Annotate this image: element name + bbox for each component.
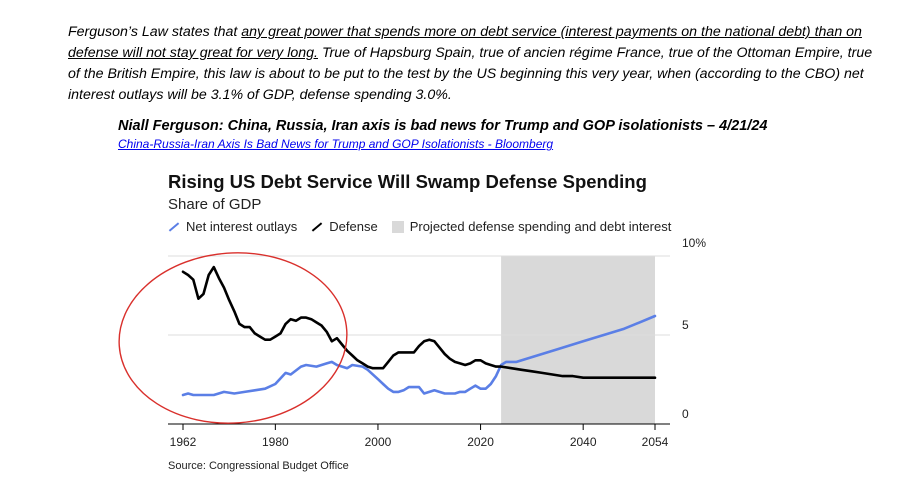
legend-defense-label: Defense	[329, 219, 378, 234]
x-tick-label-2020: 2020	[467, 435, 494, 449]
defense-series-line	[181, 265, 657, 379]
projection-band	[501, 256, 655, 424]
x-tick-label-1962: 1962	[170, 435, 197, 449]
y-tick-label-10: 10%	[682, 236, 706, 250]
interest-series-line	[181, 314, 657, 397]
x-tick-label-1980: 1980	[262, 435, 289, 449]
chart-source: Source: Congressional Budget Office	[168, 460, 349, 472]
legend-item-projection: Projected defense spending and debt inte…	[391, 219, 672, 234]
legend-item-interest: Net interest outlays	[168, 219, 297, 234]
quote-lead: Ferguson’s Law states that	[68, 24, 242, 40]
chart-title: Rising US Debt Service Will Swamp Defens…	[168, 171, 647, 192]
y-tick-label-5: 5	[682, 318, 689, 332]
y-tick-label-0: 0	[682, 407, 689, 421]
quote-paragraph: Ferguson’s Law states that any great pow…	[68, 22, 883, 106]
legend-item-defense: Defense	[311, 219, 378, 234]
x-tick-label-2054: 2054	[642, 435, 669, 449]
chart-legend: Net interest outlays Defense Projected d…	[168, 219, 685, 234]
legend-interest-label: Net interest outlays	[186, 219, 298, 234]
x-tick-label-2040: 2040	[570, 435, 597, 449]
chart-subtitle: Share of GDP	[168, 196, 262, 213]
legend-projection-label: Projected defense spending and debt inte…	[409, 219, 672, 234]
bloomberg-link[interactable]: China-Russia-Iran Axis Is Bad News for T…	[118, 137, 554, 151]
legend-projection-swatch	[391, 220, 404, 233]
attribution: Niall Ferguson: China, Russia, Iran axis…	[118, 118, 768, 134]
quote-underlined: any great power that spends more on debt…	[68, 24, 862, 61]
quote-rest: True of Hapsburg Spain, true of ancien r…	[68, 45, 873, 103]
annotation-circle	[118, 252, 348, 424]
x-tick-label-2000: 2000	[365, 435, 392, 449]
